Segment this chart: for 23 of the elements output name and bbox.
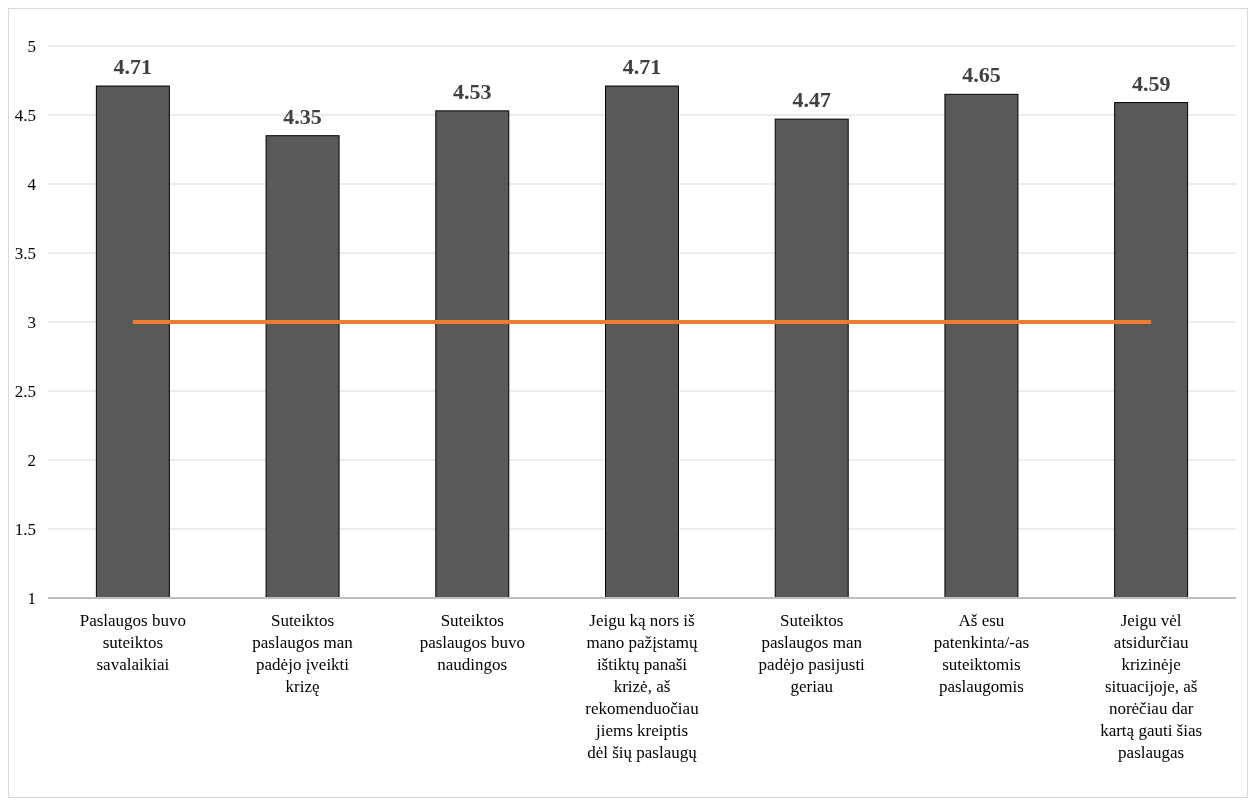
x-tick-label: Aš esu patenkinta/-as suteiktomis paslaugomis — [933, 611, 1030, 696]
y-tick-label: 4 — [27, 174, 37, 194]
data-label: 4.59 — [1131, 70, 1171, 96]
x-tick-label: Paslaugos buvo suteiktos savalaikiai — [79, 611, 186, 674]
y-tick-label: 2.5 — [14, 381, 36, 401]
y-tick-label: 1 — [27, 588, 36, 608]
y-tick-label: 3 — [27, 312, 36, 332]
data-label: 4.71 — [113, 54, 153, 80]
y-tick-label: 3.5 — [14, 243, 36, 263]
x-tick-label: Suteiktos paslaugos buvo naudingos — [419, 611, 525, 674]
data-label: 4.65 — [962, 62, 1001, 88]
x-tick-label: Suteiktos paslaugos man padėjo pasijusti geriau — [758, 611, 866, 696]
y-tick-label: 4.5 — [14, 105, 36, 125]
x-tick-label: Jeigu vėl atsidurčiau krizinėje situacijoje, aš norėčiau dar kartą gauti šias paslaugas — [1100, 611, 1203, 762]
data-label: 4.35 — [283, 103, 322, 129]
data-label: 4.47 — [792, 87, 831, 113]
x-tick-label: Jeigu ką nors iš mano pažįstamų ištiktų panaši krizė, aš rekomenduočiau jiems kreiptis dėl šių paslaugų — [585, 611, 700, 762]
y-tick-label: 2 — [27, 450, 36, 470]
y-tick-label: 5 — [27, 36, 36, 56]
y-tick-label: 1.5 — [14, 519, 36, 539]
data-label: 4.71 — [622, 54, 662, 80]
x-tick-label: Suteiktos paslaugos man padėjo įveikti krizę — [252, 611, 354, 696]
data-label: 4.53 — [453, 78, 492, 104]
